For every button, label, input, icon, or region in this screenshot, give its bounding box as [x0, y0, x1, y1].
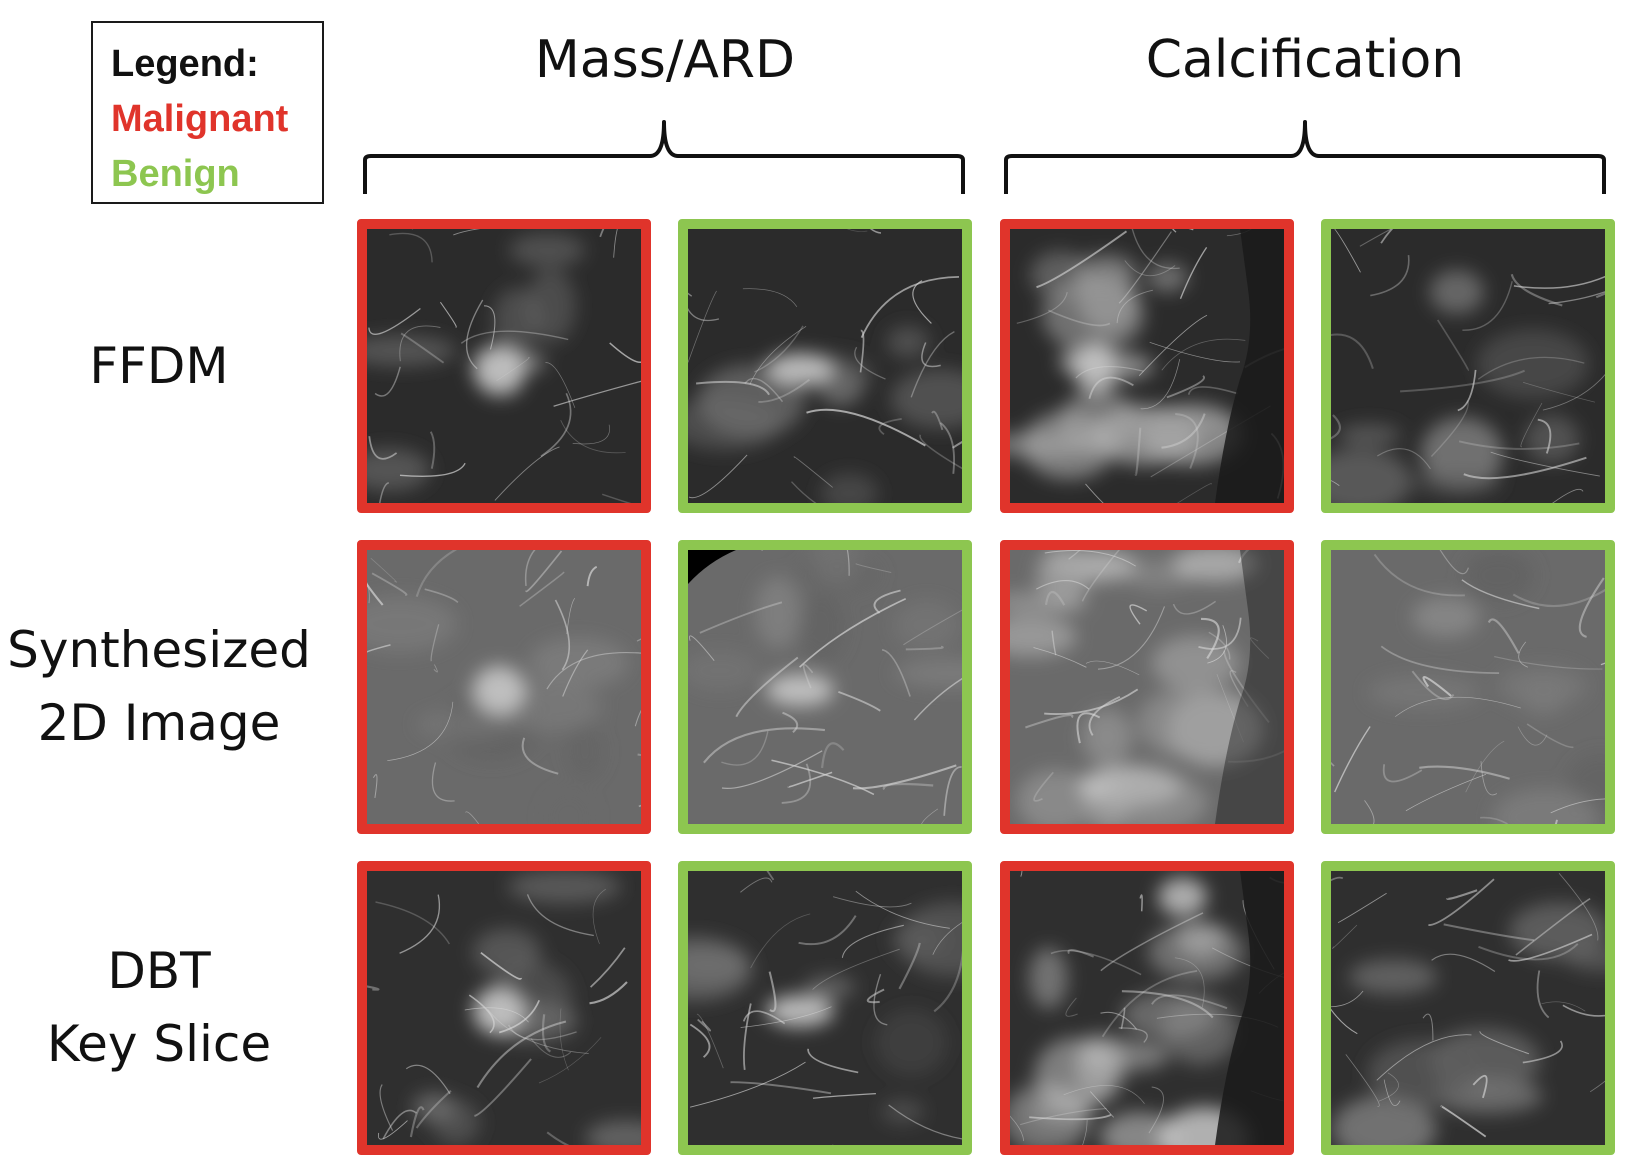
mammogram-image-synth-calc-benign [1321, 540, 1615, 834]
mammogram-image-dbt-mass-malignant [357, 861, 651, 1155]
mammogram-image-dbt-mass-benign [678, 861, 972, 1155]
legend-box: Legend: Malignant Benign [91, 21, 324, 204]
mammogram-image-dbt-calc-malignant [1000, 861, 1294, 1155]
mammogram-image-synth-mass-malignant [357, 540, 651, 834]
mammogram-image-ffdm-calc-malignant [1000, 219, 1294, 513]
calcification-header: Calcification [1145, 30, 1465, 90]
row-label-synthesized: Synthesized 2D Image [0, 614, 318, 760]
mammogram-image-ffdm-mass-benign [678, 219, 972, 513]
row-label-dbt-line-1: DBT [107, 942, 211, 1000]
calcification-brace [1004, 120, 1606, 194]
mass-ard-header: Mass/ARD [534, 30, 796, 90]
row-label-dbt: DBT Key Slice [0, 935, 318, 1081]
row-label-ffdm: FFDM [0, 330, 318, 403]
mammogram-image-synth-calc-malignant [1000, 540, 1294, 834]
row-label-synthesized-line-2: 2D Image [37, 694, 281, 752]
mammogram-image-dbt-calc-benign [1321, 861, 1615, 1155]
mammogram-image-ffdm-calc-benign [1321, 219, 1615, 513]
legend-malignant-label: Malignant [111, 98, 289, 140]
row-label-synthesized-line-1: Synthesized [7, 621, 311, 679]
mammogram-image-ffdm-mass-malignant [357, 219, 651, 513]
mammogram-image-synth-mass-benign [678, 540, 972, 834]
row-label-ffdm-line-1: FFDM [89, 337, 229, 395]
mass-ard-brace [363, 120, 965, 194]
row-label-dbt-line-2: Key Slice [46, 1015, 272, 1073]
legend-title: Legend: [111, 43, 259, 85]
legend-benign-label: Benign [111, 153, 240, 195]
